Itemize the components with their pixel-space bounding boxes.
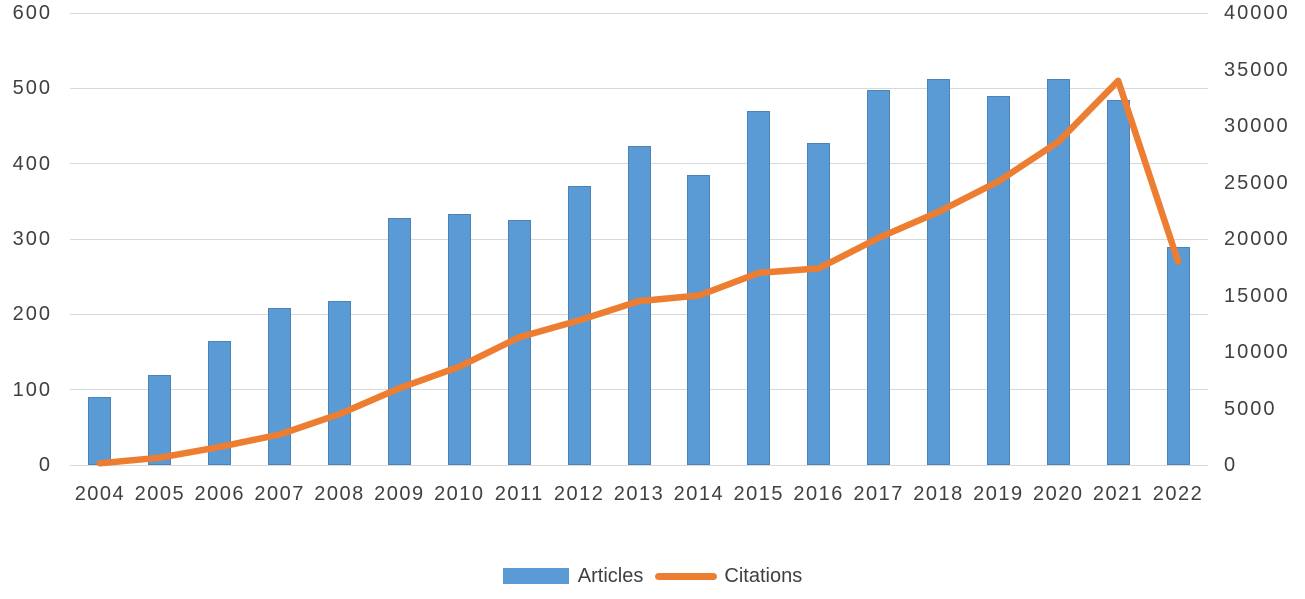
articles-legend-label: Articles <box>577 565 644 587</box>
x-axis-tick-2018: 2018 <box>913 483 964 505</box>
x-axis-tick-2020: 2020 <box>1033 483 1084 505</box>
x-axis-tick-2016: 2016 <box>793 483 844 505</box>
x-axis-tick-2008: 2008 <box>314 483 365 505</box>
x-axis-tick-2015: 2015 <box>733 483 785 505</box>
right-axis-tick-25000: 25000 <box>1224 171 1290 194</box>
plot-area <box>70 12 1208 467</box>
bar-2017 <box>867 89 891 465</box>
bar-2010 <box>447 214 471 465</box>
left-axis-tick-600: 600 <box>12 2 52 24</box>
left-axis-tick-200: 200 <box>12 303 52 326</box>
articles-legend-swatch <box>502 568 569 584</box>
left-axis-tick-400: 400 <box>12 152 52 175</box>
citations-legend-swatch <box>655 572 718 580</box>
right-axis-tick-20000: 20000 <box>1224 228 1290 250</box>
bar-2019 <box>986 95 1010 465</box>
left-axis-tick-100: 100 <box>12 378 52 401</box>
left-axis-tick-300: 300 <box>12 228 52 250</box>
x-axis-tick-2005: 2005 <box>134 483 186 505</box>
bar-2009 <box>387 217 411 465</box>
x-axis-tick-2017: 2017 <box>853 483 904 505</box>
bar-2008 <box>328 300 352 465</box>
citations-legend-label: Citations <box>724 565 803 587</box>
x-axis-tick-2019: 2019 <box>973 483 1024 505</box>
right-axis-tick-0: 0 <box>1224 454 1238 476</box>
right-axis-tick-40000: 40000 <box>1224 2 1290 24</box>
x-axis-tick-2010: 2010 <box>434 483 485 505</box>
x-axis-tick-2004: 2004 <box>74 483 126 505</box>
gridline-500 <box>70 87 1208 89</box>
bar-2014 <box>687 174 711 465</box>
bar-2015 <box>747 110 771 465</box>
bar-2016 <box>807 142 831 465</box>
citations-line <box>96 77 1182 467</box>
right-axis-tick-35000: 35000 <box>1224 58 1290 81</box>
x-axis-tick-2007: 2007 <box>254 483 305 505</box>
bar-2006 <box>208 340 232 465</box>
x-axis-tick-2021: 2021 <box>1092 483 1144 505</box>
legend: Articles Citations <box>0 566 1305 586</box>
x-axis-tick-2014: 2014 <box>673 483 725 505</box>
bar-2021 <box>1106 100 1130 465</box>
bar-2007 <box>268 308 292 465</box>
left-axis-tick-0: 0 <box>38 454 52 476</box>
citations-line-layer <box>96 77 1182 467</box>
bar-2018 <box>926 79 950 465</box>
x-axis-tick-2013: 2013 <box>613 483 665 505</box>
x-axis-tick-2009: 2009 <box>374 483 425 505</box>
bar-2020 <box>1046 79 1070 465</box>
left-axis-tick-500: 500 <box>12 77 52 100</box>
bar-2005 <box>148 374 172 465</box>
right-axis-tick-10000: 10000 <box>1224 341 1290 363</box>
right-axis-tick-5000: 5000 <box>1224 397 1277 420</box>
x-axis-tick-2012: 2012 <box>553 483 605 505</box>
right-axis-tick-30000: 30000 <box>1224 115 1290 137</box>
x-axis-tick-2011: 2011 <box>494 483 544 505</box>
right-axis-tick-15000: 15000 <box>1224 284 1290 307</box>
gridline-0 <box>70 464 1208 466</box>
x-axis-tick-2022: 2022 <box>1152 483 1204 505</box>
x-axis-tick-2006: 2006 <box>194 483 245 505</box>
gridline-600 <box>70 12 1208 14</box>
bar-2022 <box>1166 246 1190 465</box>
